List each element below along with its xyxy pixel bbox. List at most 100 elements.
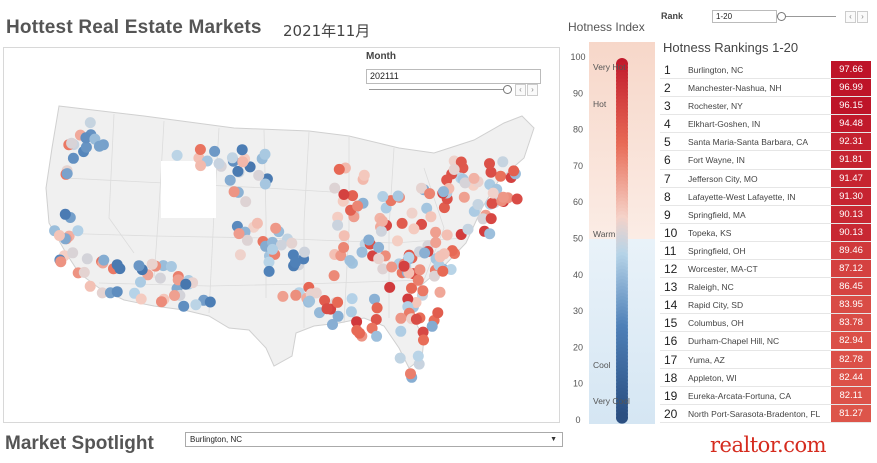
ranking-row[interactable]: 7 Jefferson City, MO 91.47 bbox=[660, 169, 871, 188]
market-dot[interactable] bbox=[425, 211, 437, 223]
market-dot[interactable] bbox=[290, 289, 302, 301]
market-dot[interactable] bbox=[426, 320, 438, 332]
market-dot[interactable] bbox=[352, 200, 364, 212]
market-dot[interactable] bbox=[511, 193, 523, 205]
market-dot[interactable] bbox=[472, 199, 484, 210]
market-dot[interactable] bbox=[484, 228, 496, 240]
market-dot[interactable] bbox=[224, 174, 236, 186]
ranking-row[interactable]: 13 Raleigh, NC 86.45 bbox=[660, 278, 871, 297]
ranking-row[interactable]: 12 Worcester, MA-CT 87.12 bbox=[660, 260, 871, 279]
market-dot[interactable] bbox=[146, 258, 158, 270]
market-dot[interactable] bbox=[67, 247, 79, 259]
market-dot[interactable] bbox=[236, 144, 248, 156]
market-dot[interactable] bbox=[468, 172, 480, 184]
market-dot[interactable] bbox=[410, 313, 422, 325]
market-dot[interactable] bbox=[84, 280, 96, 292]
market-dot[interactable] bbox=[363, 234, 375, 246]
market-dot[interactable] bbox=[356, 246, 368, 258]
market-dot[interactable] bbox=[419, 247, 431, 259]
market-dot[interactable] bbox=[329, 182, 341, 194]
market-dot[interactable] bbox=[72, 225, 84, 237]
market-dot[interactable] bbox=[377, 263, 389, 275]
market-dot[interactable] bbox=[338, 189, 350, 200]
market-dot[interactable] bbox=[240, 196, 252, 208]
market-dot[interactable] bbox=[263, 265, 275, 277]
us-map[interactable] bbox=[4, 48, 559, 422]
market-dot[interactable] bbox=[373, 253, 385, 265]
market-dot[interactable] bbox=[277, 290, 289, 302]
market-dot[interactable] bbox=[263, 256, 275, 268]
market-dot[interactable] bbox=[232, 165, 244, 177]
ranking-row[interactable]: 10 Topeka, KS 90.13 bbox=[660, 223, 871, 242]
market-dot[interactable] bbox=[406, 282, 417, 294]
market-dot[interactable] bbox=[259, 148, 271, 160]
market-dot[interactable] bbox=[84, 117, 96, 129]
market-dot[interactable] bbox=[448, 164, 460, 175]
market-dot[interactable] bbox=[430, 226, 442, 238]
month-slider-track[interactable] bbox=[369, 89, 508, 90]
market-dot[interactable] bbox=[497, 191, 509, 203]
market-dot[interactable] bbox=[178, 300, 190, 312]
market-dot[interactable] bbox=[98, 254, 110, 266]
market-dot[interactable] bbox=[67, 152, 79, 164]
market-dot[interactable] bbox=[370, 314, 382, 325]
market-dot[interactable] bbox=[408, 223, 420, 235]
market-dot[interactable] bbox=[412, 350, 424, 362]
market-dot[interactable] bbox=[80, 132, 92, 144]
ranking-row[interactable]: 15 Columbus, OH 83.78 bbox=[660, 314, 871, 333]
market-dot[interactable] bbox=[395, 312, 407, 324]
market-dot[interactable] bbox=[346, 293, 358, 305]
market-dot[interactable] bbox=[209, 145, 221, 157]
ranking-row[interactable]: 14 Rapid City, SD 83.95 bbox=[660, 296, 871, 315]
market-dot[interactable] bbox=[154, 272, 166, 284]
ranking-row[interactable]: 1 Burlington, NC 97.66 bbox=[660, 61, 871, 80]
chevron-left-icon[interactable]: ‹ bbox=[845, 11, 856, 23]
chevron-left-icon[interactable]: ‹ bbox=[515, 84, 526, 96]
market-dot[interactable] bbox=[424, 188, 436, 200]
market-dot[interactable] bbox=[485, 166, 497, 178]
caret-down-icon[interactable]: ▼ bbox=[550, 436, 557, 443]
market-dot[interactable] bbox=[395, 325, 407, 337]
market-dot[interactable] bbox=[171, 149, 183, 161]
market-dot[interactable] bbox=[190, 299, 202, 311]
ranking-row[interactable]: 5 Santa Maria-Santa Barbara, CA 92.31 bbox=[660, 133, 871, 152]
market-dot[interactable] bbox=[455, 156, 467, 168]
market-dot[interactable] bbox=[434, 251, 446, 263]
market-dot[interactable] bbox=[429, 270, 440, 282]
market-dot[interactable] bbox=[375, 225, 387, 237]
ranking-row[interactable]: 16 Durham-Chapel Hill, NC 82.94 bbox=[660, 332, 871, 351]
market-dot[interactable] bbox=[226, 152, 238, 164]
market-dot[interactable] bbox=[135, 293, 147, 305]
market-dot[interactable] bbox=[93, 140, 105, 152]
market-dot[interactable] bbox=[413, 358, 425, 370]
market-dot[interactable] bbox=[267, 243, 278, 255]
market-dot[interactable] bbox=[259, 178, 271, 190]
market-dot[interactable] bbox=[392, 190, 404, 202]
month-slider-handle[interactable] bbox=[503, 85, 512, 94]
market-dot[interactable] bbox=[398, 260, 410, 272]
market-dot[interactable] bbox=[485, 213, 497, 225]
market-dot[interactable] bbox=[459, 177, 471, 189]
market-dot[interactable] bbox=[369, 293, 380, 305]
market-select[interactable]: Burlington, NC ▼ bbox=[185, 432, 563, 447]
market-dot[interactable] bbox=[438, 202, 450, 214]
market-dot[interactable] bbox=[347, 190, 359, 202]
ranking-row[interactable]: 18 Appleton, WI 82.44 bbox=[660, 368, 871, 387]
market-dot[interactable] bbox=[497, 156, 509, 168]
market-dot[interactable] bbox=[477, 213, 489, 225]
ranking-row[interactable]: 19 Eureka-Arcata-Fortuna, CA 82.11 bbox=[660, 386, 871, 405]
ranking-row[interactable]: 4 Elkhart-Goshen, IN 94.48 bbox=[660, 115, 871, 134]
ranking-row[interactable]: 6 Fort Wayne, IN 91.81 bbox=[660, 151, 871, 170]
market-dot[interactable] bbox=[394, 352, 406, 364]
market-dot[interactable] bbox=[327, 319, 338, 330]
ranking-row[interactable]: 20 North Port-Sarasota-Bradenton, FL 81.27 bbox=[660, 404, 871, 423]
market-dot[interactable] bbox=[410, 297, 422, 308]
market-dot[interactable] bbox=[434, 286, 446, 298]
market-dot[interactable] bbox=[495, 170, 507, 182]
market-dot[interactable] bbox=[345, 306, 357, 318]
rank-slider-track[interactable] bbox=[781, 16, 836, 17]
ranking-row[interactable]: 3 Rochester, NY 96.15 bbox=[660, 97, 871, 116]
market-dot[interactable] bbox=[403, 251, 415, 263]
market-dots[interactable] bbox=[49, 117, 523, 383]
ranking-row[interactable]: 17 Yuma, AZ 82.78 bbox=[660, 350, 871, 369]
